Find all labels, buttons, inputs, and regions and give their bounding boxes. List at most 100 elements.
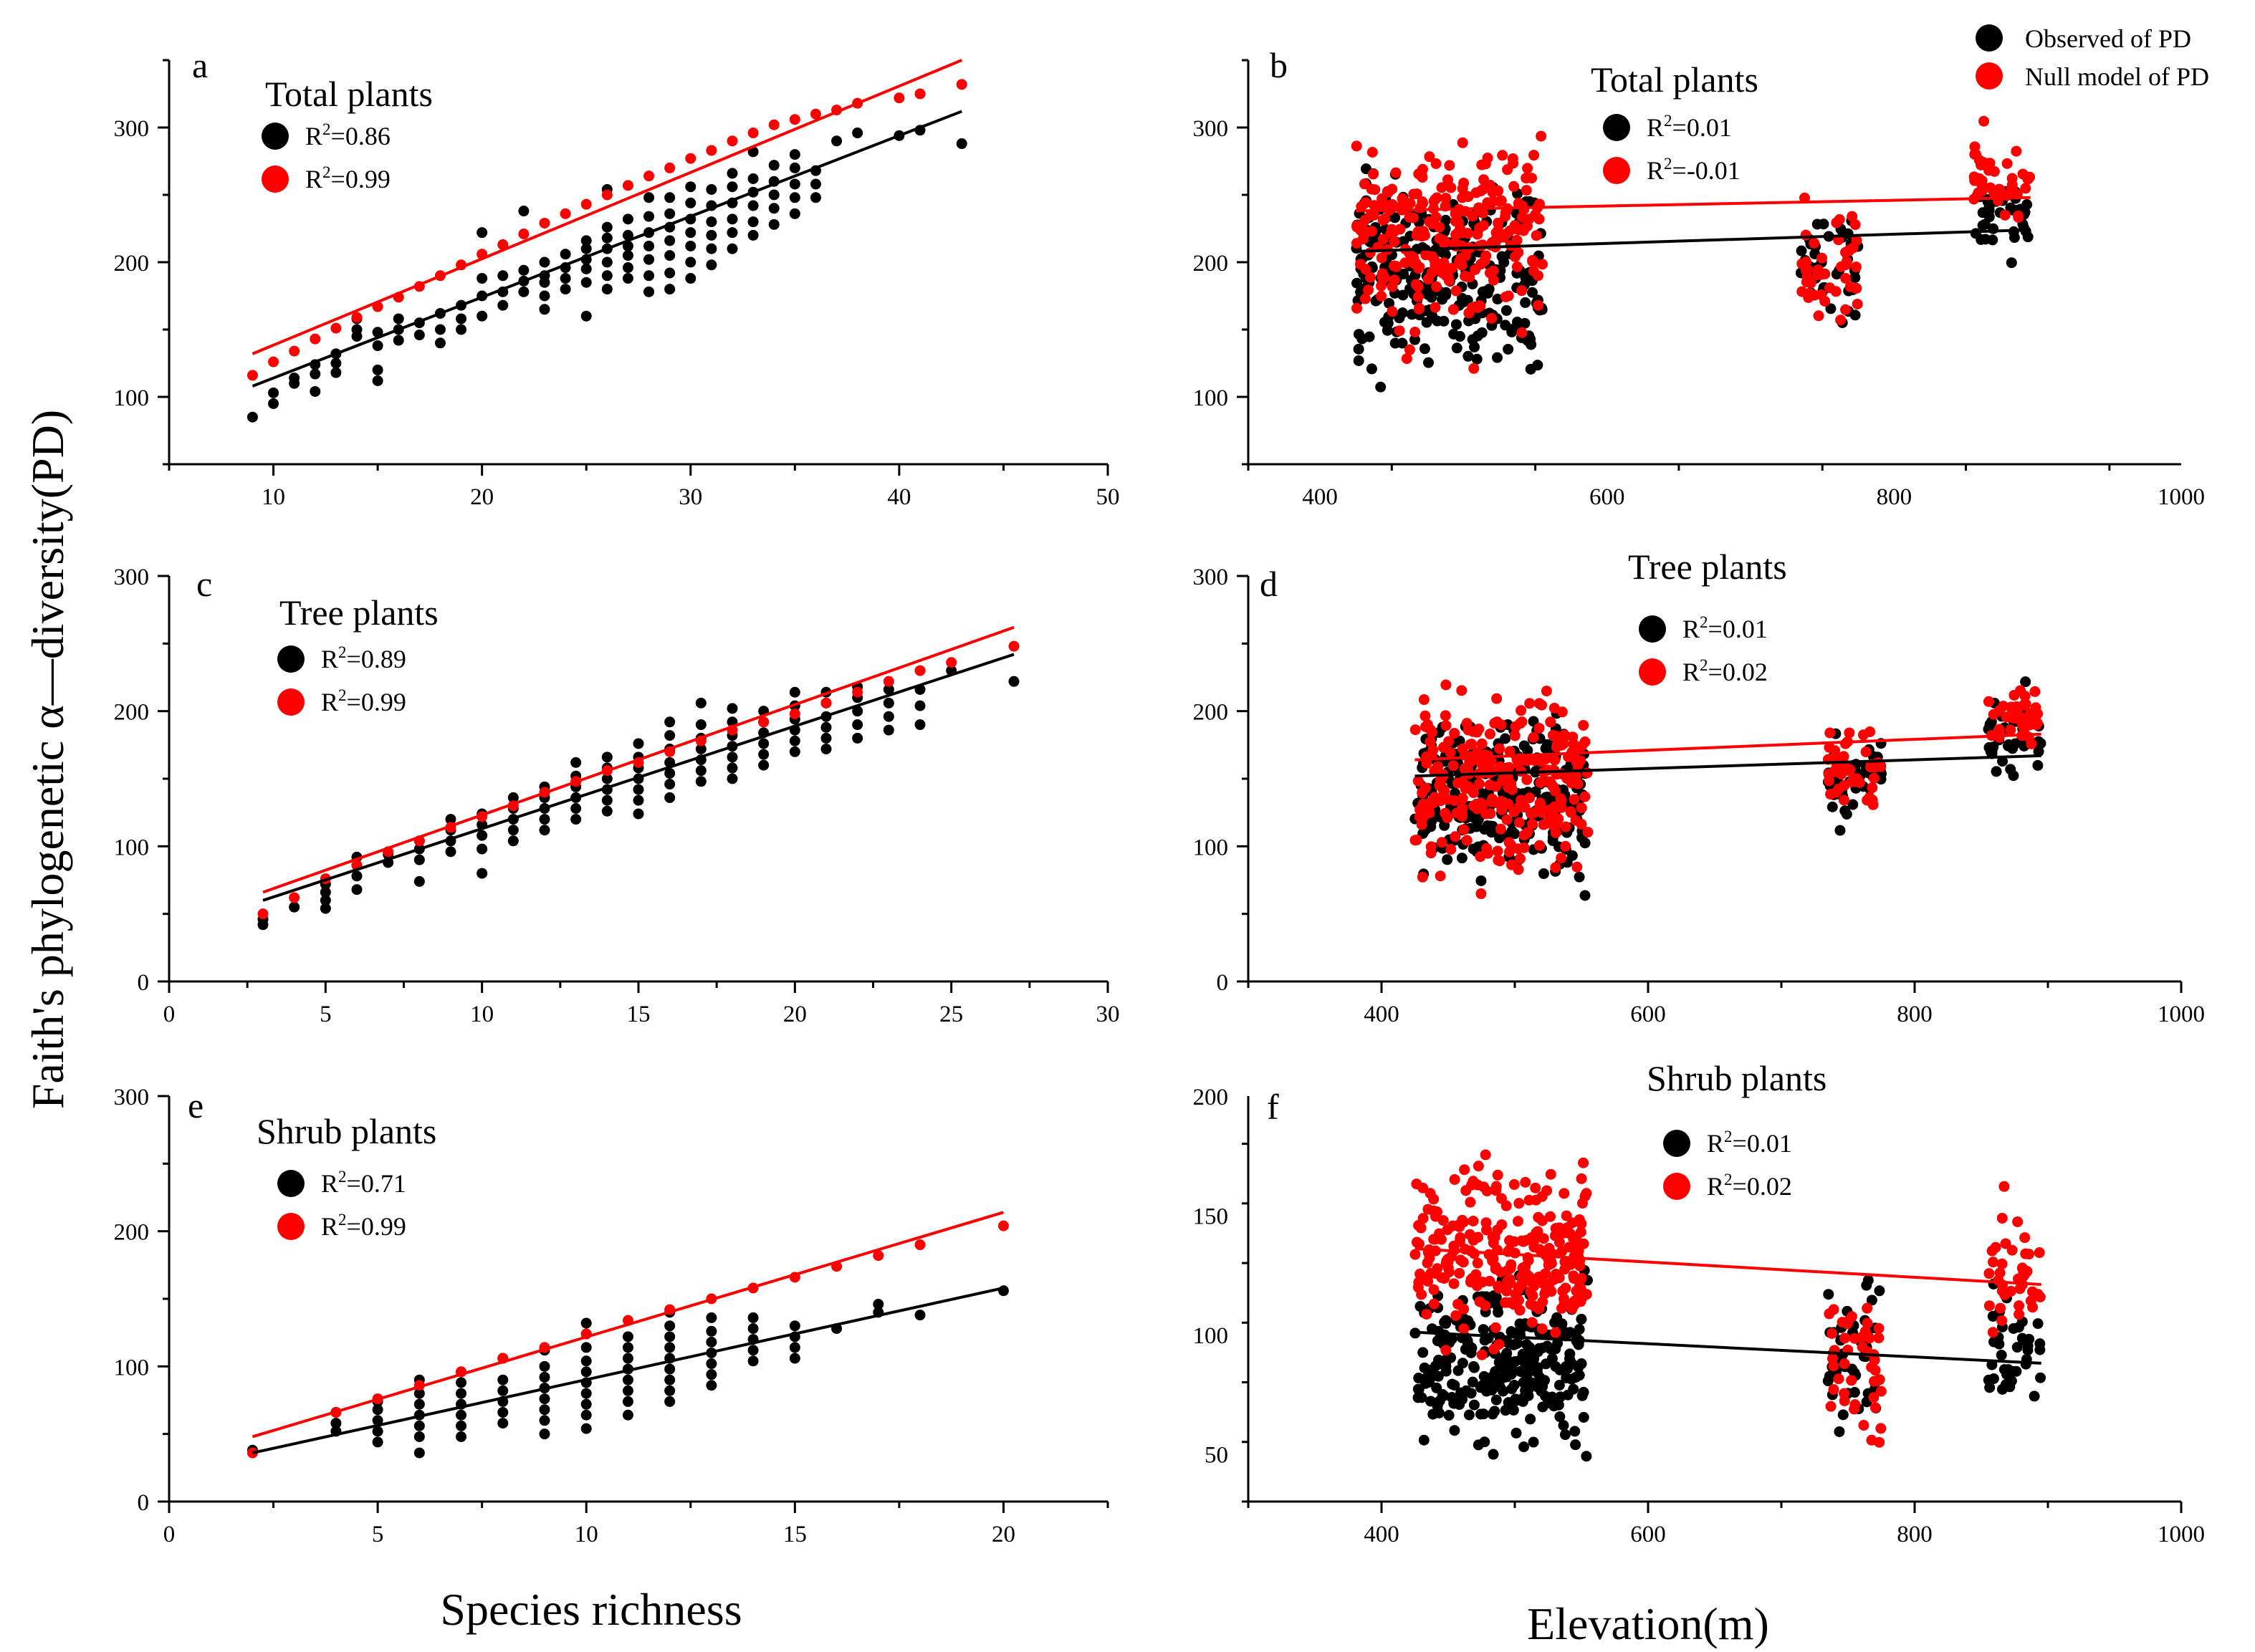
data-point [1849, 1403, 1860, 1415]
data-point [727, 181, 738, 193]
data-point [1498, 256, 1510, 268]
data-point [1458, 1323, 1470, 1335]
data-point [1382, 200, 1393, 211]
data-point [1387, 306, 1398, 317]
data-point [1873, 1332, 1885, 1344]
data-point [1351, 302, 1363, 314]
y-tick-label: 300 [114, 1085, 150, 1110]
data-point [1448, 1278, 1460, 1290]
data-point [1447, 760, 1459, 772]
fit-line-observed [252, 1286, 1004, 1455]
data-point [1359, 214, 1371, 226]
data-point [580, 1342, 592, 1353]
data-point [727, 243, 738, 254]
data-point [1476, 738, 1488, 749]
data-point [622, 180, 633, 191]
y-tick-label: 0 [138, 970, 150, 996]
data-point [1408, 188, 1419, 200]
data-point [477, 843, 488, 855]
data-point [518, 206, 530, 217]
data-point [1564, 1348, 1576, 1360]
data-point [1576, 1218, 1587, 1229]
data-point [1556, 794, 1567, 806]
data-point [1500, 1297, 1511, 1308]
data-point [1844, 281, 1856, 292]
x-tick-label: 400 [1364, 1002, 1399, 1027]
data-point [1423, 357, 1435, 368]
data-point [1873, 1322, 1885, 1334]
data-point [633, 808, 644, 820]
data-point [601, 270, 613, 282]
data-point [1510, 1338, 1521, 1350]
data-point [1425, 841, 1437, 853]
data-point [789, 1353, 800, 1364]
data-point [1510, 721, 1521, 732]
data-point [1475, 888, 1487, 900]
data-point [1823, 775, 1834, 787]
data-point [820, 743, 832, 754]
data-point [1518, 842, 1530, 853]
data-point [706, 259, 717, 271]
data-point [1459, 1164, 1470, 1176]
data-point [1978, 115, 1990, 127]
x-tick-label: 0 [163, 1522, 176, 1547]
data-point [497, 270, 509, 282]
data-point [1473, 1439, 1484, 1451]
data-point [1569, 794, 1580, 805]
data-point [1500, 207, 1511, 218]
data-point [1008, 676, 1020, 687]
data-point [1813, 310, 1824, 322]
data-point [695, 697, 707, 709]
data-point [1464, 1229, 1475, 1240]
data-point [1534, 840, 1546, 851]
panel-title: Shrub plants [1647, 1058, 1826, 1098]
data-point [1413, 1220, 1425, 1231]
data-point [706, 1369, 717, 1380]
data-point [695, 719, 707, 731]
data-point [1461, 718, 1473, 729]
data-point [1532, 1346, 1543, 1358]
data-point [1377, 214, 1389, 226]
data-point [372, 364, 383, 375]
data-point [789, 746, 800, 757]
y-tick-label: 100 [1193, 385, 1229, 411]
data-point [789, 149, 800, 160]
data-point [1574, 1323, 1585, 1335]
data-point [1447, 1378, 1458, 1390]
data-point [1428, 1284, 1440, 1295]
data-point [2032, 759, 2044, 771]
data-point [289, 901, 300, 913]
data-point [1573, 1361, 1584, 1373]
data-point [1520, 297, 1531, 308]
data-point [1569, 1243, 1581, 1254]
data-point [1505, 1259, 1517, 1270]
data-point [894, 92, 905, 104]
data-point [2011, 145, 2022, 157]
data-point [1479, 255, 1490, 266]
panel-title: Total plants [1591, 59, 1758, 100]
data-point [1366, 363, 1377, 375]
data-point [257, 908, 269, 920]
data-point [1559, 729, 1570, 741]
data-point [320, 895, 331, 906]
data-point [268, 398, 279, 409]
data-point [633, 784, 644, 795]
x-axis-title-right: Elevation(m) [1527, 1598, 1769, 1649]
data-point [706, 1325, 717, 1337]
panel-b: 400 600 800 1000 100 200 300 b Total plants R2=0.… [1193, 45, 2206, 510]
data-point [507, 792, 519, 803]
data-point [1522, 163, 1533, 174]
data-point [1980, 234, 1991, 245]
data-point [539, 1360, 550, 1372]
data-point [883, 676, 894, 687]
data-point [289, 373, 300, 384]
data-point [1556, 706, 1568, 718]
data-point [456, 324, 467, 335]
data-point [1576, 802, 1587, 814]
data-point [789, 162, 800, 173]
legend-marker [262, 165, 289, 193]
data-point [1537, 259, 1548, 270]
